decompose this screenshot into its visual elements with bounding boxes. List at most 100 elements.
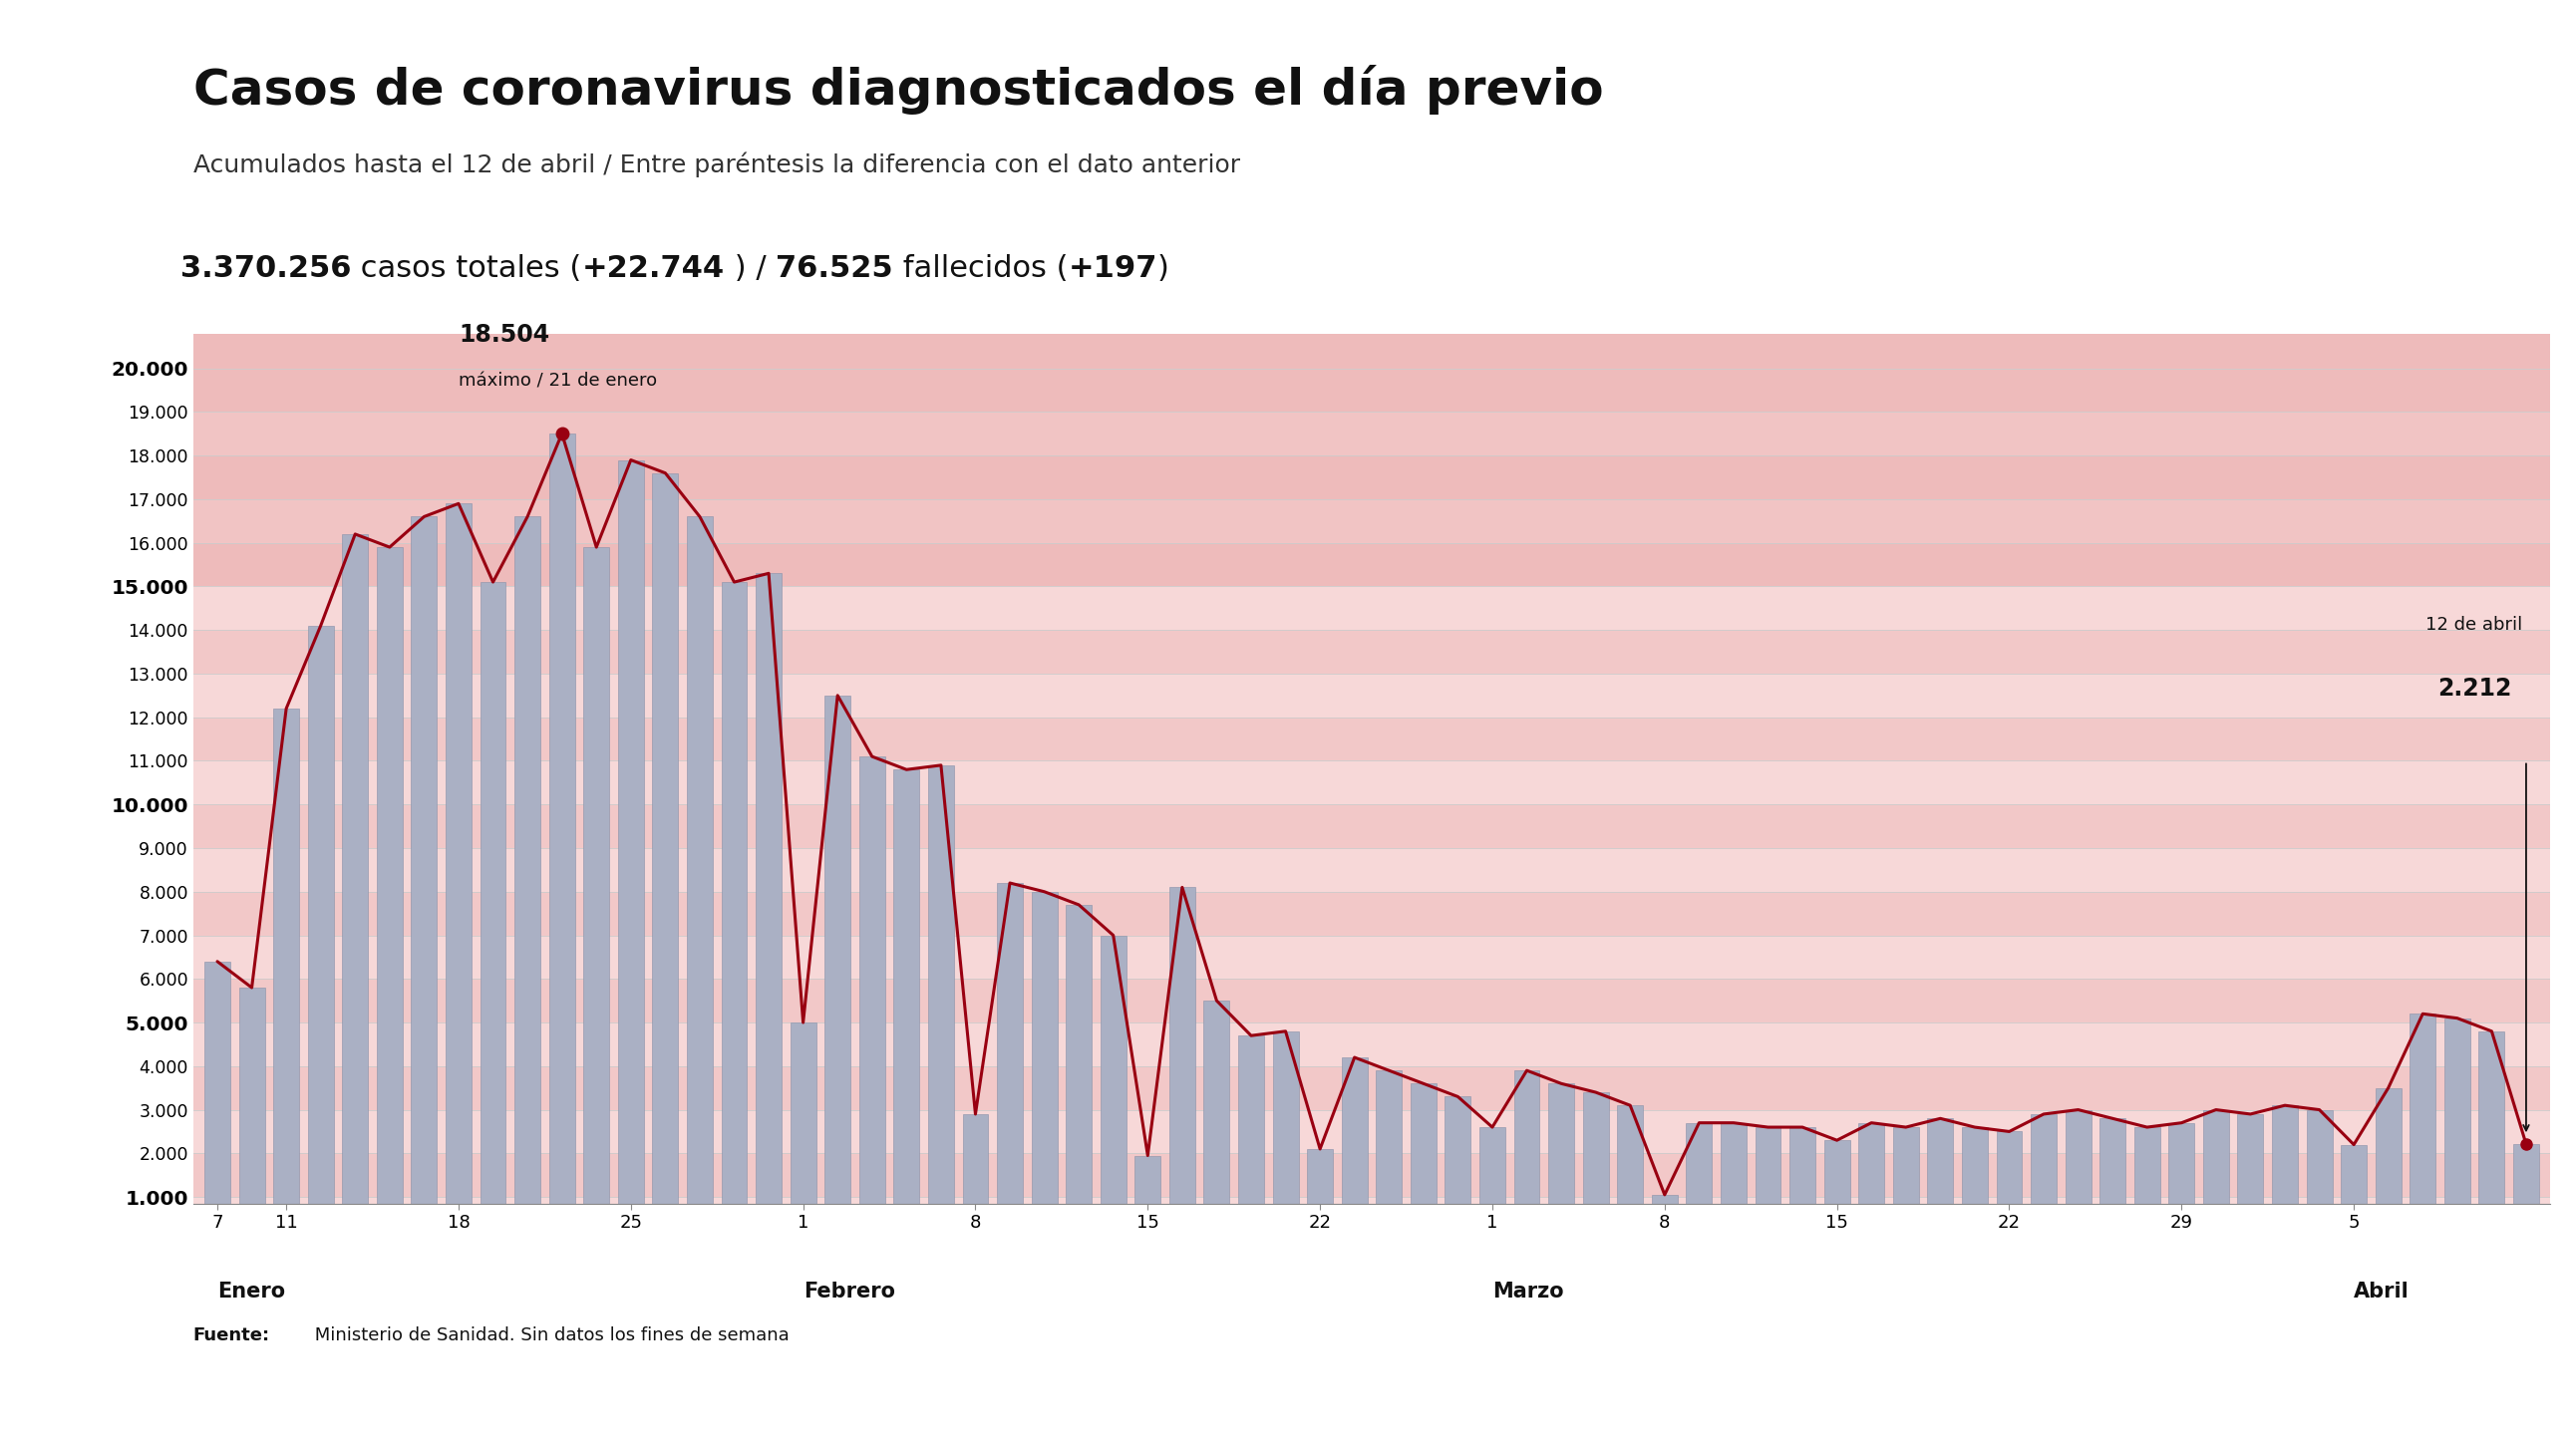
Bar bbox=[515, 516, 541, 1241]
Bar bbox=[2478, 1031, 2504, 1241]
Bar bbox=[824, 696, 850, 1241]
Bar bbox=[2133, 1127, 2161, 1241]
Bar bbox=[1790, 1127, 1816, 1241]
Bar bbox=[1996, 1131, 2022, 1241]
Bar bbox=[1066, 905, 1092, 1241]
Bar bbox=[2272, 1105, 2298, 1241]
Bar bbox=[2342, 1144, 2367, 1241]
Bar bbox=[1376, 1070, 1401, 1241]
Bar bbox=[1030, 892, 1056, 1241]
Bar bbox=[1100, 935, 1126, 1241]
Bar bbox=[894, 770, 920, 1241]
Bar bbox=[193, 674, 2550, 718]
Text: Fuente:: Fuente: bbox=[193, 1327, 270, 1344]
Bar bbox=[860, 757, 886, 1241]
Bar bbox=[2409, 1014, 2437, 1241]
Bar bbox=[193, 455, 2550, 499]
Bar bbox=[2514, 1144, 2540, 1241]
Bar bbox=[204, 961, 229, 1241]
Bar bbox=[193, 805, 2550, 848]
Bar bbox=[791, 1022, 817, 1241]
Bar bbox=[193, 1066, 2550, 1109]
Bar bbox=[1515, 1070, 1540, 1241]
Bar bbox=[2099, 1118, 2125, 1241]
Text: +197: +197 bbox=[1069, 254, 1157, 283]
Bar bbox=[193, 368, 2550, 412]
Bar bbox=[618, 460, 644, 1241]
Bar bbox=[193, 499, 2550, 542]
Text: Ministerio de Sanidad. Sin datos los fines de semana: Ministerio de Sanidad. Sin datos los fin… bbox=[309, 1327, 788, 1344]
Bar bbox=[193, 979, 2550, 1022]
Bar bbox=[1687, 1122, 1713, 1241]
Text: 3.370.256: 3.370.256 bbox=[180, 254, 350, 283]
Bar bbox=[343, 534, 368, 1241]
Text: 18.504: 18.504 bbox=[459, 323, 549, 347]
Bar bbox=[193, 892, 2550, 935]
Bar bbox=[1721, 1122, 1747, 1241]
Bar bbox=[1239, 1035, 1265, 1241]
Bar bbox=[2066, 1109, 2092, 1241]
Text: +22.744: +22.744 bbox=[582, 254, 724, 283]
Bar bbox=[1824, 1140, 1850, 1241]
Bar bbox=[193, 718, 2550, 761]
Bar bbox=[2239, 1114, 2264, 1241]
Bar bbox=[1273, 1031, 1298, 1241]
Text: ): ) bbox=[1157, 254, 1170, 283]
Bar bbox=[193, 631, 2550, 674]
Bar bbox=[412, 516, 438, 1241]
Bar bbox=[755, 573, 781, 1241]
Bar bbox=[1963, 1127, 1989, 1241]
Bar bbox=[2169, 1122, 2195, 1241]
Bar bbox=[1857, 1122, 1883, 1241]
Bar bbox=[688, 516, 714, 1241]
Bar bbox=[997, 883, 1023, 1241]
Bar bbox=[1651, 1195, 1677, 1241]
Bar bbox=[479, 581, 505, 1241]
Bar bbox=[582, 547, 611, 1241]
Bar bbox=[2375, 1088, 2401, 1241]
Bar bbox=[193, 312, 2550, 586]
Bar bbox=[2445, 1018, 2470, 1241]
Text: fallecidos (: fallecidos ( bbox=[894, 254, 1069, 283]
Bar bbox=[721, 581, 747, 1241]
Bar bbox=[193, 1022, 2550, 1066]
Bar bbox=[1306, 1148, 1332, 1241]
Bar bbox=[240, 987, 265, 1241]
Bar bbox=[1754, 1127, 1780, 1241]
Bar bbox=[1479, 1127, 1504, 1241]
Bar bbox=[193, 848, 2550, 892]
Bar bbox=[927, 766, 953, 1241]
Bar bbox=[1412, 1083, 1437, 1241]
Text: máximo / 21 de enero: máximo / 21 de enero bbox=[459, 371, 657, 390]
Bar bbox=[193, 1196, 2550, 1204]
Bar bbox=[193, 761, 2550, 805]
Bar bbox=[1445, 1096, 1471, 1241]
Text: 76.525: 76.525 bbox=[775, 254, 894, 283]
Bar bbox=[376, 547, 402, 1241]
Bar bbox=[193, 312, 2550, 368]
Bar bbox=[193, 542, 2550, 586]
Bar bbox=[273, 709, 299, 1241]
Bar bbox=[1136, 1156, 1162, 1241]
Bar bbox=[2306, 1109, 2331, 1241]
Text: 2.212: 2.212 bbox=[2437, 677, 2512, 700]
Bar bbox=[652, 473, 677, 1241]
Text: casos totales (: casos totales ( bbox=[350, 254, 582, 283]
Bar bbox=[307, 626, 335, 1241]
Bar bbox=[1893, 1127, 1919, 1241]
Bar bbox=[193, 412, 2550, 455]
Bar bbox=[193, 586, 2550, 631]
Text: Casos de coronavirus diagnosticados el día previo: Casos de coronavirus diagnosticados el d… bbox=[193, 65, 1602, 115]
Text: Febrero: Febrero bbox=[804, 1282, 894, 1302]
Text: Abril: Abril bbox=[2354, 1282, 2409, 1302]
Bar bbox=[963, 1114, 989, 1241]
Bar bbox=[1548, 1083, 1574, 1241]
Bar bbox=[193, 935, 2550, 979]
Text: Marzo: Marzo bbox=[1492, 1282, 1564, 1302]
Text: Enero: Enero bbox=[216, 1282, 286, 1302]
Text: 12 de abril: 12 de abril bbox=[2427, 616, 2522, 634]
Bar bbox=[1618, 1105, 1643, 1241]
Bar bbox=[446, 503, 471, 1241]
Bar bbox=[193, 325, 2550, 368]
Bar bbox=[1582, 1092, 1607, 1241]
